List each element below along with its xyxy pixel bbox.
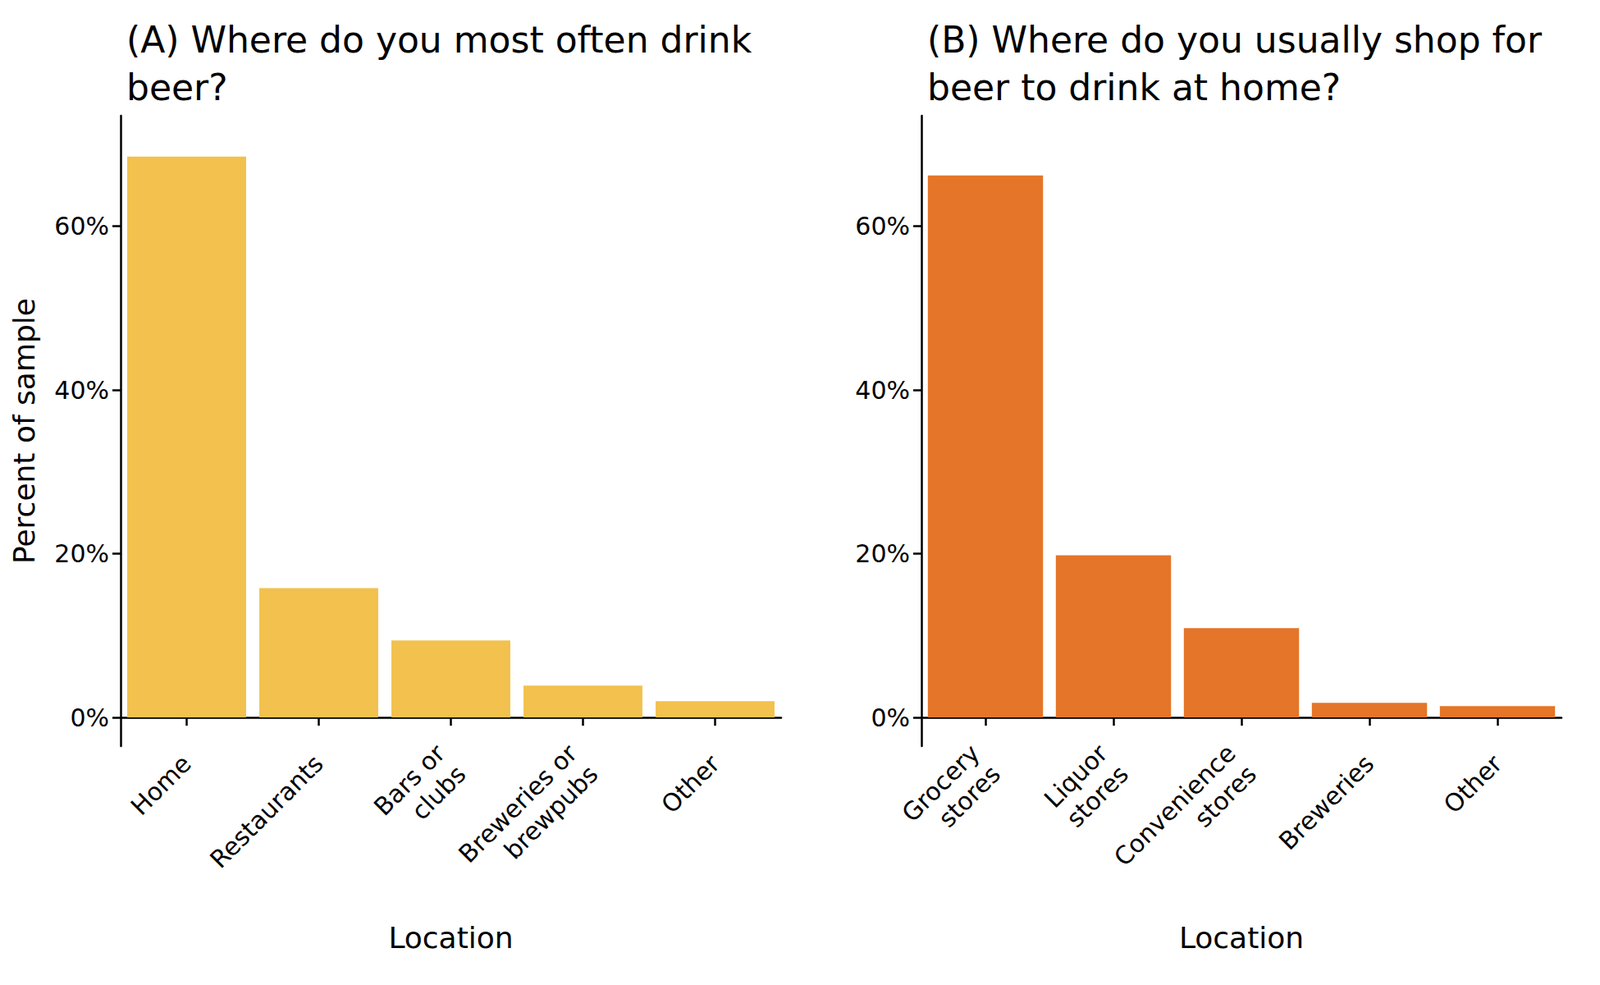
svg-text:Other: Other xyxy=(1437,748,1508,819)
svg-text:Restaurants: Restaurants xyxy=(204,749,330,874)
svg-text:beer?: beer? xyxy=(126,66,229,109)
svg-text:40%: 40% xyxy=(854,375,910,405)
svg-text:Breweries or: Breweries or xyxy=(452,738,583,869)
svg-text:Grocery: Grocery xyxy=(896,738,986,828)
svg-text:(B) Where do you usually shop: (B) Where do you usually shop for xyxy=(927,18,1554,61)
svg-text:stores: stores xyxy=(1060,758,1134,832)
svg-text:Location: Location xyxy=(1179,920,1304,955)
svg-text:Home: Home xyxy=(125,749,197,821)
svg-text:Convenience: Convenience xyxy=(1108,738,1242,872)
svg-text:40%: 40% xyxy=(54,375,110,405)
svg-text:Bars or: Bars or xyxy=(368,738,451,821)
svg-text:stores: stores xyxy=(932,758,1006,832)
svg-text:brewpubs: brewpubs xyxy=(498,758,604,864)
svg-text:Other: Other xyxy=(655,748,726,819)
svg-text:stores: stores xyxy=(1188,758,1262,832)
svg-text:(A) Where do you most often dr: (A) Where do you most often drink xyxy=(126,18,764,61)
svg-text:Liquor: Liquor xyxy=(1038,738,1114,814)
svg-text:0%: 0% xyxy=(870,703,910,732)
svg-text:clubs: clubs xyxy=(405,758,471,825)
svg-text:0%: 0% xyxy=(69,703,110,732)
svg-text:60%: 60% xyxy=(854,211,910,241)
svg-text:20%: 20% xyxy=(54,539,110,568)
svg-text:Percent of sample: Percent of sample xyxy=(7,297,42,564)
svg-text:Location: Location xyxy=(388,920,513,955)
svg-text:60%: 60% xyxy=(54,211,110,241)
svg-text:Breweries: Breweries xyxy=(1273,749,1381,856)
svg-text:beer to drink at home?: beer to drink at home? xyxy=(927,66,1341,109)
svg-text:20%: 20% xyxy=(854,539,910,568)
